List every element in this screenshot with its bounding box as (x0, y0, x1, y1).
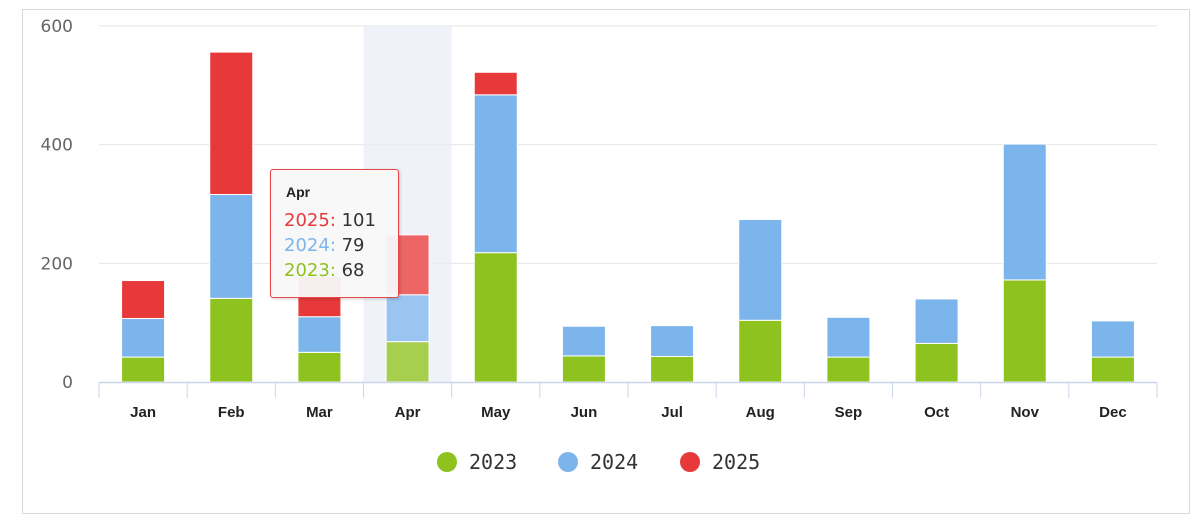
x-tick-label: Jan (130, 404, 156, 421)
x-tick-label: Mar (306, 404, 333, 421)
tooltip-row-value: 101 (341, 210, 376, 231)
bar-2023-apr[interactable] (385, 341, 430, 383)
bars (121, 51, 1135, 383)
bar-2023-may[interactable] (473, 252, 518, 383)
tooltip-row-label: 2025 (284, 210, 330, 231)
legend-item-2025[interactable]: 2025 (680, 450, 760, 474)
legend-label: 2024 (590, 450, 638, 474)
bar-2023-mar[interactable] (297, 351, 342, 383)
x-tick-label: Nov (1011, 404, 1040, 421)
x-tick-label: Apr (395, 404, 421, 421)
x-tick-label: Aug (746, 404, 775, 421)
legend-marker (680, 452, 700, 472)
bar-2025-may[interactable] (473, 71, 518, 96)
legend-marker (558, 452, 578, 472)
y-tick-label: 600 (41, 17, 73, 37)
axes (98, 381, 1158, 398)
bar-2023-aug[interactable] (738, 319, 783, 383)
legend-marker (437, 452, 457, 472)
bar-2024-jul[interactable] (650, 325, 695, 357)
x-tick-label: Oct (924, 404, 949, 421)
tooltip-row-2024: 2024: 79 (284, 235, 365, 256)
bar-2023-jul[interactable] (650, 355, 695, 383)
bar-2024-jun[interactable] (561, 325, 606, 357)
bar-2024-oct[interactable] (914, 298, 959, 344)
bar-2024-mar[interactable] (297, 316, 342, 353)
legend-label: 2023 (469, 450, 517, 474)
bar-2023-jan[interactable] (121, 356, 166, 383)
bar-2023-sep[interactable] (826, 356, 871, 383)
y-axis-ticks: 0 200 400 600 (41, 17, 73, 393)
y-tick-label: 200 (41, 254, 73, 274)
legend-label: 2025 (712, 450, 760, 474)
tooltip-row-sep: : (329, 210, 342, 231)
bar-2023-nov[interactable] (1002, 279, 1047, 383)
legend-item-2024[interactable]: 2024 (558, 450, 638, 474)
bar-2025-jan[interactable] (121, 280, 166, 320)
bar-2023-jun[interactable] (561, 355, 606, 383)
tooltip-row-2023: 2023: 68 (284, 260, 365, 281)
bar-2024-may[interactable] (473, 94, 518, 254)
tooltip-row-label: 2024 (284, 235, 330, 256)
tooltip: Apr 2025: 101 2024: 79 2023: 68 (270, 169, 399, 298)
x-tick-label: Dec (1099, 404, 1127, 421)
x-tick-label: May (481, 404, 511, 421)
grid-lines (99, 25, 1157, 264)
bar-2024-apr[interactable] (385, 294, 430, 343)
bar-2024-sep[interactable] (826, 316, 871, 358)
legend-item-2023[interactable]: 2023 (437, 450, 517, 474)
x-tick-label: Jun (571, 404, 598, 421)
tooltip-row-2025: 2025: 101 (284, 210, 376, 231)
bar-2025-feb[interactable] (209, 51, 254, 196)
bar-2024-jan[interactable] (121, 318, 166, 358)
y-tick-label: 0 (62, 373, 73, 393)
x-axis-ticks: Jan Feb Mar Apr May Jun Jul Aug Sep Oct Nov Dec (130, 404, 1127, 421)
legend: 2023 2024 2025 (437, 450, 760, 474)
bar-2024-aug[interactable] (738, 218, 783, 321)
bar-2023-oct[interactable] (914, 342, 959, 383)
bar-2024-nov[interactable] (1002, 143, 1047, 281)
bar-2023-dec[interactable] (1090, 356, 1135, 383)
bar-2024-feb[interactable] (209, 194, 254, 299)
bar-2023-feb[interactable] (209, 297, 254, 383)
x-tick-label: Jul (661, 404, 683, 421)
bar-2024-dec[interactable] (1090, 320, 1135, 358)
tooltip-row-value: 79 (341, 235, 365, 256)
x-tick-label: Sep (835, 404, 863, 421)
y-tick-label: 400 (41, 136, 73, 156)
tooltip-row-label: 2023 (284, 260, 330, 281)
tooltip-row-sep: : (329, 235, 342, 256)
tooltip-title: Apr (286, 184, 311, 200)
x-tick-label: Feb (218, 404, 245, 421)
tooltip-row-value: 68 (341, 260, 365, 281)
tooltip-row-sep: : (329, 260, 342, 281)
